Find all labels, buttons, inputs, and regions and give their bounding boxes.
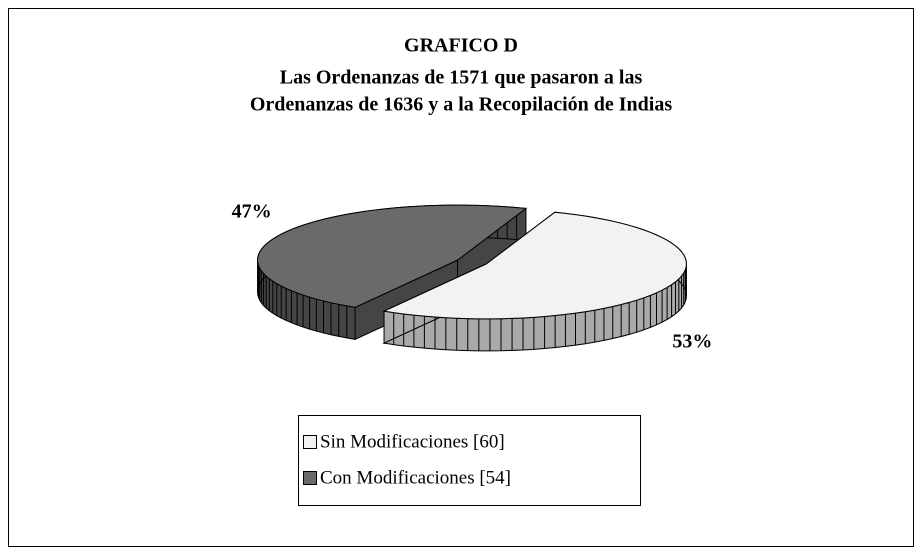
chart-subtitle: Ordenanzas de 1636 y a la Recopilación d…: [250, 94, 672, 116]
legend-label: Sin Modificaciones [60]: [320, 431, 505, 452]
data-label: 47%: [232, 201, 272, 223]
slice: [257, 204, 528, 308]
slice: [382, 211, 687, 320]
legend-swatch: [303, 435, 317, 449]
legend-swatch: [303, 471, 317, 485]
legend-box: [298, 415, 641, 506]
chart-subtitle: Las Ordenanzas de 1571 que pasaron a las: [280, 67, 643, 89]
chart-title: GRAFICO D: [404, 35, 518, 57]
legend-label: Con Modificaciones [54]: [320, 467, 511, 488]
data-label: 53%: [672, 331, 712, 353]
